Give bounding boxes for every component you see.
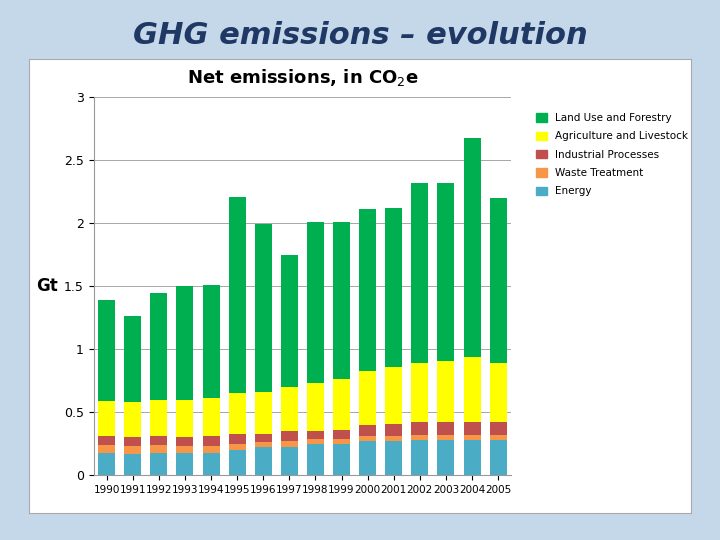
Bar [229,450,246,475]
Bar [385,436,402,441]
Bar [359,436,376,441]
Bar [229,434,246,444]
Bar [359,210,376,370]
Bar [464,440,480,475]
Bar [438,422,454,435]
Bar [125,437,141,446]
Bar [150,400,167,436]
Bar [176,437,194,446]
Bar [490,363,507,422]
Bar [176,400,194,437]
Bar [150,436,167,445]
Bar [490,440,507,475]
Bar [176,453,194,475]
Bar [490,422,507,435]
Bar [490,435,507,440]
Bar [202,285,220,399]
Bar [438,361,454,422]
Bar [333,444,350,475]
Bar [411,422,428,435]
Bar [125,446,141,454]
Bar [307,383,324,431]
Bar [255,392,271,434]
Bar [202,399,220,436]
Bar [150,453,167,475]
Title: Net emissions, in CO$_2$e: Net emissions, in CO$_2$e [186,68,418,89]
Bar [281,448,298,475]
Bar [307,438,324,444]
Bar [229,197,246,393]
Bar [438,440,454,475]
Bar [411,183,428,363]
Bar [411,435,428,440]
Bar [464,422,480,435]
Bar [98,445,115,453]
Bar [307,431,324,438]
Bar [438,183,454,361]
Bar [255,442,271,448]
Bar [229,444,246,450]
Bar [333,380,350,430]
Bar [281,387,298,431]
Bar [307,222,324,383]
Bar [202,446,220,453]
Bar [359,370,376,425]
Bar [98,453,115,475]
Bar [229,393,246,434]
Bar [464,357,480,422]
Bar [438,435,454,440]
Bar [333,430,350,438]
Bar [125,402,141,437]
Bar [125,454,141,475]
Bar [281,431,298,441]
Bar [202,453,220,475]
Bar [464,138,480,357]
Bar [385,441,402,475]
Bar [385,423,402,436]
Bar [255,448,271,475]
Bar [411,363,428,422]
Bar [359,425,376,436]
Bar [490,198,507,363]
Bar [411,440,428,475]
Bar [150,293,167,400]
Bar [255,225,271,392]
Bar [98,401,115,436]
Bar [464,435,480,440]
Bar [255,434,271,442]
Bar [150,445,167,453]
Text: GHG emissions – evolution: GHG emissions – evolution [132,21,588,50]
Bar [307,444,324,475]
Bar [281,255,298,387]
Bar [98,300,115,401]
Bar [333,222,350,380]
Bar [202,436,220,446]
Bar [125,316,141,402]
Bar [333,438,350,444]
Bar [176,446,194,453]
Bar [281,441,298,448]
Bar [98,436,115,445]
Text: Gt: Gt [36,277,58,295]
Bar [385,367,402,423]
Bar [385,208,402,367]
Bar [359,441,376,475]
Bar [176,286,194,400]
Legend: Land Use and Forestry, Agriculture and Livestock, Industrial Processes, Waste Tr: Land Use and Forestry, Agriculture and L… [533,110,691,200]
